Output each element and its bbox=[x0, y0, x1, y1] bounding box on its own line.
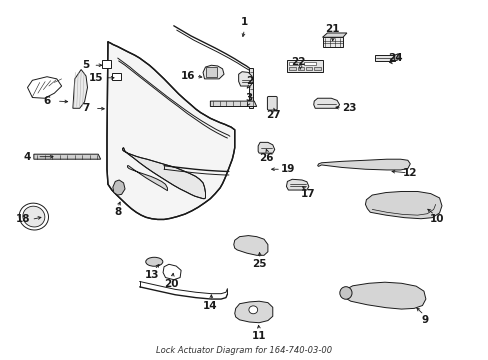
FancyBboxPatch shape bbox=[267, 96, 277, 110]
FancyBboxPatch shape bbox=[289, 62, 301, 65]
Text: 23: 23 bbox=[342, 103, 356, 113]
Polygon shape bbox=[322, 33, 346, 37]
Polygon shape bbox=[365, 192, 441, 219]
Text: 8: 8 bbox=[114, 207, 121, 217]
Ellipse shape bbox=[339, 287, 351, 299]
Polygon shape bbox=[210, 101, 256, 107]
Ellipse shape bbox=[145, 257, 163, 266]
Ellipse shape bbox=[23, 206, 45, 227]
Polygon shape bbox=[203, 65, 224, 79]
Text: 18: 18 bbox=[15, 215, 30, 224]
Text: 14: 14 bbox=[203, 301, 217, 311]
Polygon shape bbox=[394, 54, 397, 61]
Text: 11: 11 bbox=[251, 331, 266, 341]
FancyBboxPatch shape bbox=[297, 67, 304, 70]
Polygon shape bbox=[322, 37, 342, 47]
Text: 22: 22 bbox=[290, 57, 305, 67]
Text: 1: 1 bbox=[241, 17, 247, 27]
Text: 4: 4 bbox=[24, 152, 31, 162]
Polygon shape bbox=[317, 159, 409, 170]
Ellipse shape bbox=[248, 306, 257, 314]
Text: 6: 6 bbox=[43, 96, 51, 106]
Text: 24: 24 bbox=[387, 53, 402, 63]
Polygon shape bbox=[127, 166, 167, 191]
Text: 5: 5 bbox=[82, 60, 89, 70]
Polygon shape bbox=[258, 142, 274, 153]
Text: 13: 13 bbox=[144, 270, 159, 280]
Polygon shape bbox=[73, 69, 87, 108]
Text: 17: 17 bbox=[300, 189, 315, 199]
Polygon shape bbox=[163, 264, 181, 280]
Polygon shape bbox=[113, 180, 125, 195]
Polygon shape bbox=[374, 55, 394, 61]
FancyBboxPatch shape bbox=[314, 67, 320, 70]
Text: 9: 9 bbox=[421, 315, 427, 325]
FancyBboxPatch shape bbox=[206, 67, 217, 77]
Text: 20: 20 bbox=[164, 279, 178, 289]
Text: 19: 19 bbox=[281, 164, 295, 174]
Polygon shape bbox=[107, 42, 234, 220]
Polygon shape bbox=[343, 282, 425, 309]
Text: 27: 27 bbox=[266, 111, 281, 121]
Ellipse shape bbox=[19, 203, 48, 230]
Polygon shape bbox=[313, 98, 339, 108]
Text: 10: 10 bbox=[429, 215, 444, 224]
FancyBboxPatch shape bbox=[289, 67, 295, 70]
FancyBboxPatch shape bbox=[305, 67, 312, 70]
Polygon shape bbox=[122, 148, 205, 199]
Text: Lock Actuator Diagram for 164-740-03-00: Lock Actuator Diagram for 164-740-03-00 bbox=[156, 346, 332, 355]
Polygon shape bbox=[286, 179, 308, 190]
Text: 26: 26 bbox=[259, 153, 273, 163]
Text: 2: 2 bbox=[245, 76, 252, 86]
Polygon shape bbox=[34, 154, 101, 159]
Text: 16: 16 bbox=[181, 71, 195, 81]
FancyBboxPatch shape bbox=[304, 62, 315, 65]
Polygon shape bbox=[233, 235, 267, 255]
Polygon shape bbox=[27, 77, 61, 98]
Text: 12: 12 bbox=[402, 168, 417, 178]
Text: 25: 25 bbox=[251, 259, 266, 269]
FancyBboxPatch shape bbox=[112, 73, 121, 80]
Polygon shape bbox=[234, 301, 272, 323]
Text: 3: 3 bbox=[245, 93, 252, 103]
Text: 21: 21 bbox=[325, 24, 339, 35]
Text: 15: 15 bbox=[88, 73, 103, 83]
Text: 7: 7 bbox=[82, 103, 89, 113]
Polygon shape bbox=[238, 72, 253, 86]
Polygon shape bbox=[287, 60, 322, 72]
FancyBboxPatch shape bbox=[102, 60, 111, 68]
Polygon shape bbox=[249, 68, 253, 108]
